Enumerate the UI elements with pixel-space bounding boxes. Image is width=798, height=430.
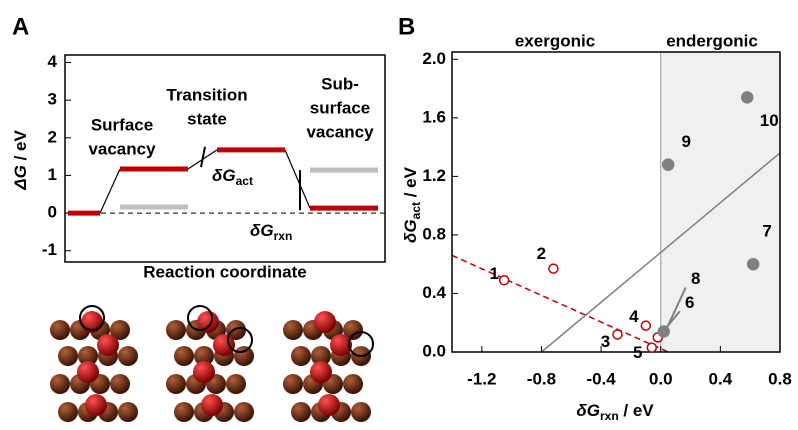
x-axis-label-suffix: / eV <box>619 401 655 420</box>
x-tick-label: 0.8 <box>768 369 792 388</box>
figure: A B -101234SurfacevacancyTransitionstate… <box>0 0 798 430</box>
data-point <box>500 276 509 285</box>
atom <box>118 346 138 366</box>
y-tick-label: 4 <box>48 52 58 71</box>
region-label: endergonic <box>666 31 758 50</box>
state-label: vacancy <box>88 139 156 158</box>
x-tick-label: 0.0 <box>649 369 673 388</box>
atom <box>50 320 70 340</box>
rxn-label-sub: rxn <box>274 229 293 243</box>
atom <box>77 361 99 383</box>
x-axis-label: δGrxn / eV <box>576 401 654 423</box>
point-label: 1 <box>489 264 498 283</box>
data-point <box>742 92 753 103</box>
state-label: state <box>187 109 227 128</box>
atom <box>283 320 303 340</box>
state-label: surface <box>310 98 370 117</box>
point-label: 2 <box>537 244 546 263</box>
y-tick-label: 0.8 <box>422 224 446 243</box>
point-label: 9 <box>681 132 690 151</box>
y-tick-label: 0.0 <box>422 341 446 360</box>
state-label: Transition <box>166 85 247 104</box>
state-label: vacancy <box>306 122 374 141</box>
atom <box>291 402 311 422</box>
atom <box>58 402 78 422</box>
panel-label: A <box>12 13 29 40</box>
connector <box>100 169 120 213</box>
act-label-sub: act <box>236 174 253 188</box>
atom <box>283 374 303 394</box>
data-point <box>663 159 674 170</box>
x-tick-label: -0.4 <box>586 369 616 388</box>
state-label: Sub- <box>321 74 359 93</box>
data-point <box>748 259 759 270</box>
y-tick-label: 0.4 <box>422 283 446 302</box>
atom <box>310 361 332 383</box>
y-axis-label-main: ΔG <box>11 165 30 191</box>
x-tick-label: -1.2 <box>467 369 496 388</box>
fit-line <box>452 255 668 352</box>
state-label: Surface <box>91 115 153 134</box>
atom <box>193 361 215 383</box>
atom <box>318 394 340 416</box>
x-axis-label-sub: rxn <box>600 409 619 423</box>
act-label: δGact <box>212 166 253 188</box>
x-axis-label-main: δG <box>576 401 600 420</box>
rxn-label-main: δG <box>250 221 274 240</box>
atom <box>97 334 119 356</box>
data-point <box>647 343 656 352</box>
y-tick-label: 1.2 <box>422 166 446 185</box>
data-point <box>641 321 650 330</box>
y-axis-label-sub: act <box>409 202 423 219</box>
y-tick-label: 2.0 <box>422 49 446 68</box>
y-tick-label: 0 <box>48 203 57 222</box>
atom <box>58 346 78 366</box>
atom <box>85 394 107 416</box>
data-point <box>549 264 558 273</box>
y-tick-label: 1 <box>48 165 57 184</box>
y-tick-label: 1.6 <box>422 107 446 126</box>
atom <box>174 402 194 422</box>
x-tick-label: -0.8 <box>527 369 556 388</box>
point-label: 10 <box>760 111 779 130</box>
y-axis-label: ΔG / eV <box>11 130 30 191</box>
atom <box>213 334 235 356</box>
atom <box>314 311 336 333</box>
y-axis-label-main: δG <box>401 219 420 243</box>
y-tick-label: 2 <box>48 127 57 146</box>
data-point <box>613 330 622 339</box>
y-tick-label: 3 <box>48 90 57 109</box>
atom <box>343 374 363 394</box>
region-label: exergonic <box>515 31 595 50</box>
x-tick-label: 0.4 <box>709 369 733 388</box>
panel-label: B <box>398 13 415 40</box>
point-label: 4 <box>629 307 639 326</box>
act-label-main: δG <box>212 166 236 185</box>
y-tick-label: -1 <box>42 240 57 259</box>
atom <box>351 402 371 422</box>
point-label: 3 <box>601 332 610 351</box>
atom <box>110 374 130 394</box>
atom <box>174 346 194 366</box>
connector <box>285 150 310 208</box>
atom <box>226 374 246 394</box>
atom <box>166 374 186 394</box>
atom <box>118 402 138 422</box>
point-label: 6 <box>685 293 694 312</box>
act-bar <box>201 147 205 167</box>
point-label: 7 <box>762 222 771 241</box>
atom <box>234 346 254 366</box>
point-label: 8 <box>691 269 700 288</box>
y-axis-label: δGact / eV <box>401 166 423 243</box>
point-label: 5 <box>633 343 642 362</box>
rxn-label: δGrxn <box>250 221 292 243</box>
x-axis-label: Reaction coordinate <box>143 262 306 281</box>
atom <box>201 394 223 416</box>
y-axis-label-suffix: / eV <box>11 130 30 166</box>
y-axis-label-suffix: / eV <box>401 166 420 202</box>
atom <box>50 374 70 394</box>
atom <box>234 402 254 422</box>
atom <box>291 346 311 366</box>
atom <box>166 320 186 340</box>
